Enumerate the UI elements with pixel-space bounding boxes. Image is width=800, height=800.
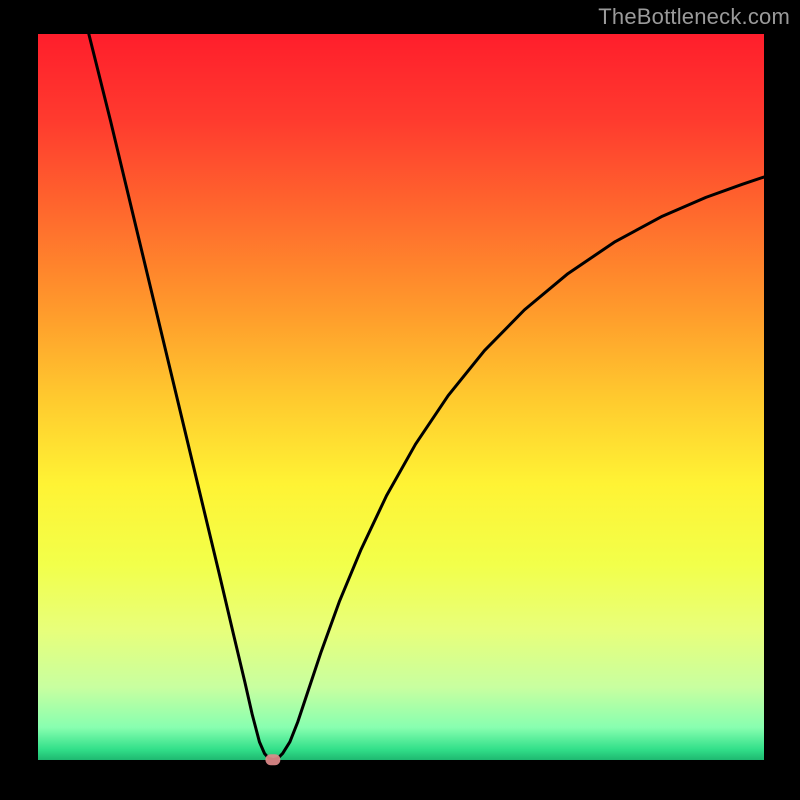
watermark-text: TheBottleneck.com	[598, 4, 790, 30]
minimum-marker	[266, 754, 281, 766]
bottleneck-chart: TheBottleneck.com	[0, 0, 800, 800]
gradient-background	[38, 34, 764, 760]
plot-svg	[38, 34, 764, 760]
